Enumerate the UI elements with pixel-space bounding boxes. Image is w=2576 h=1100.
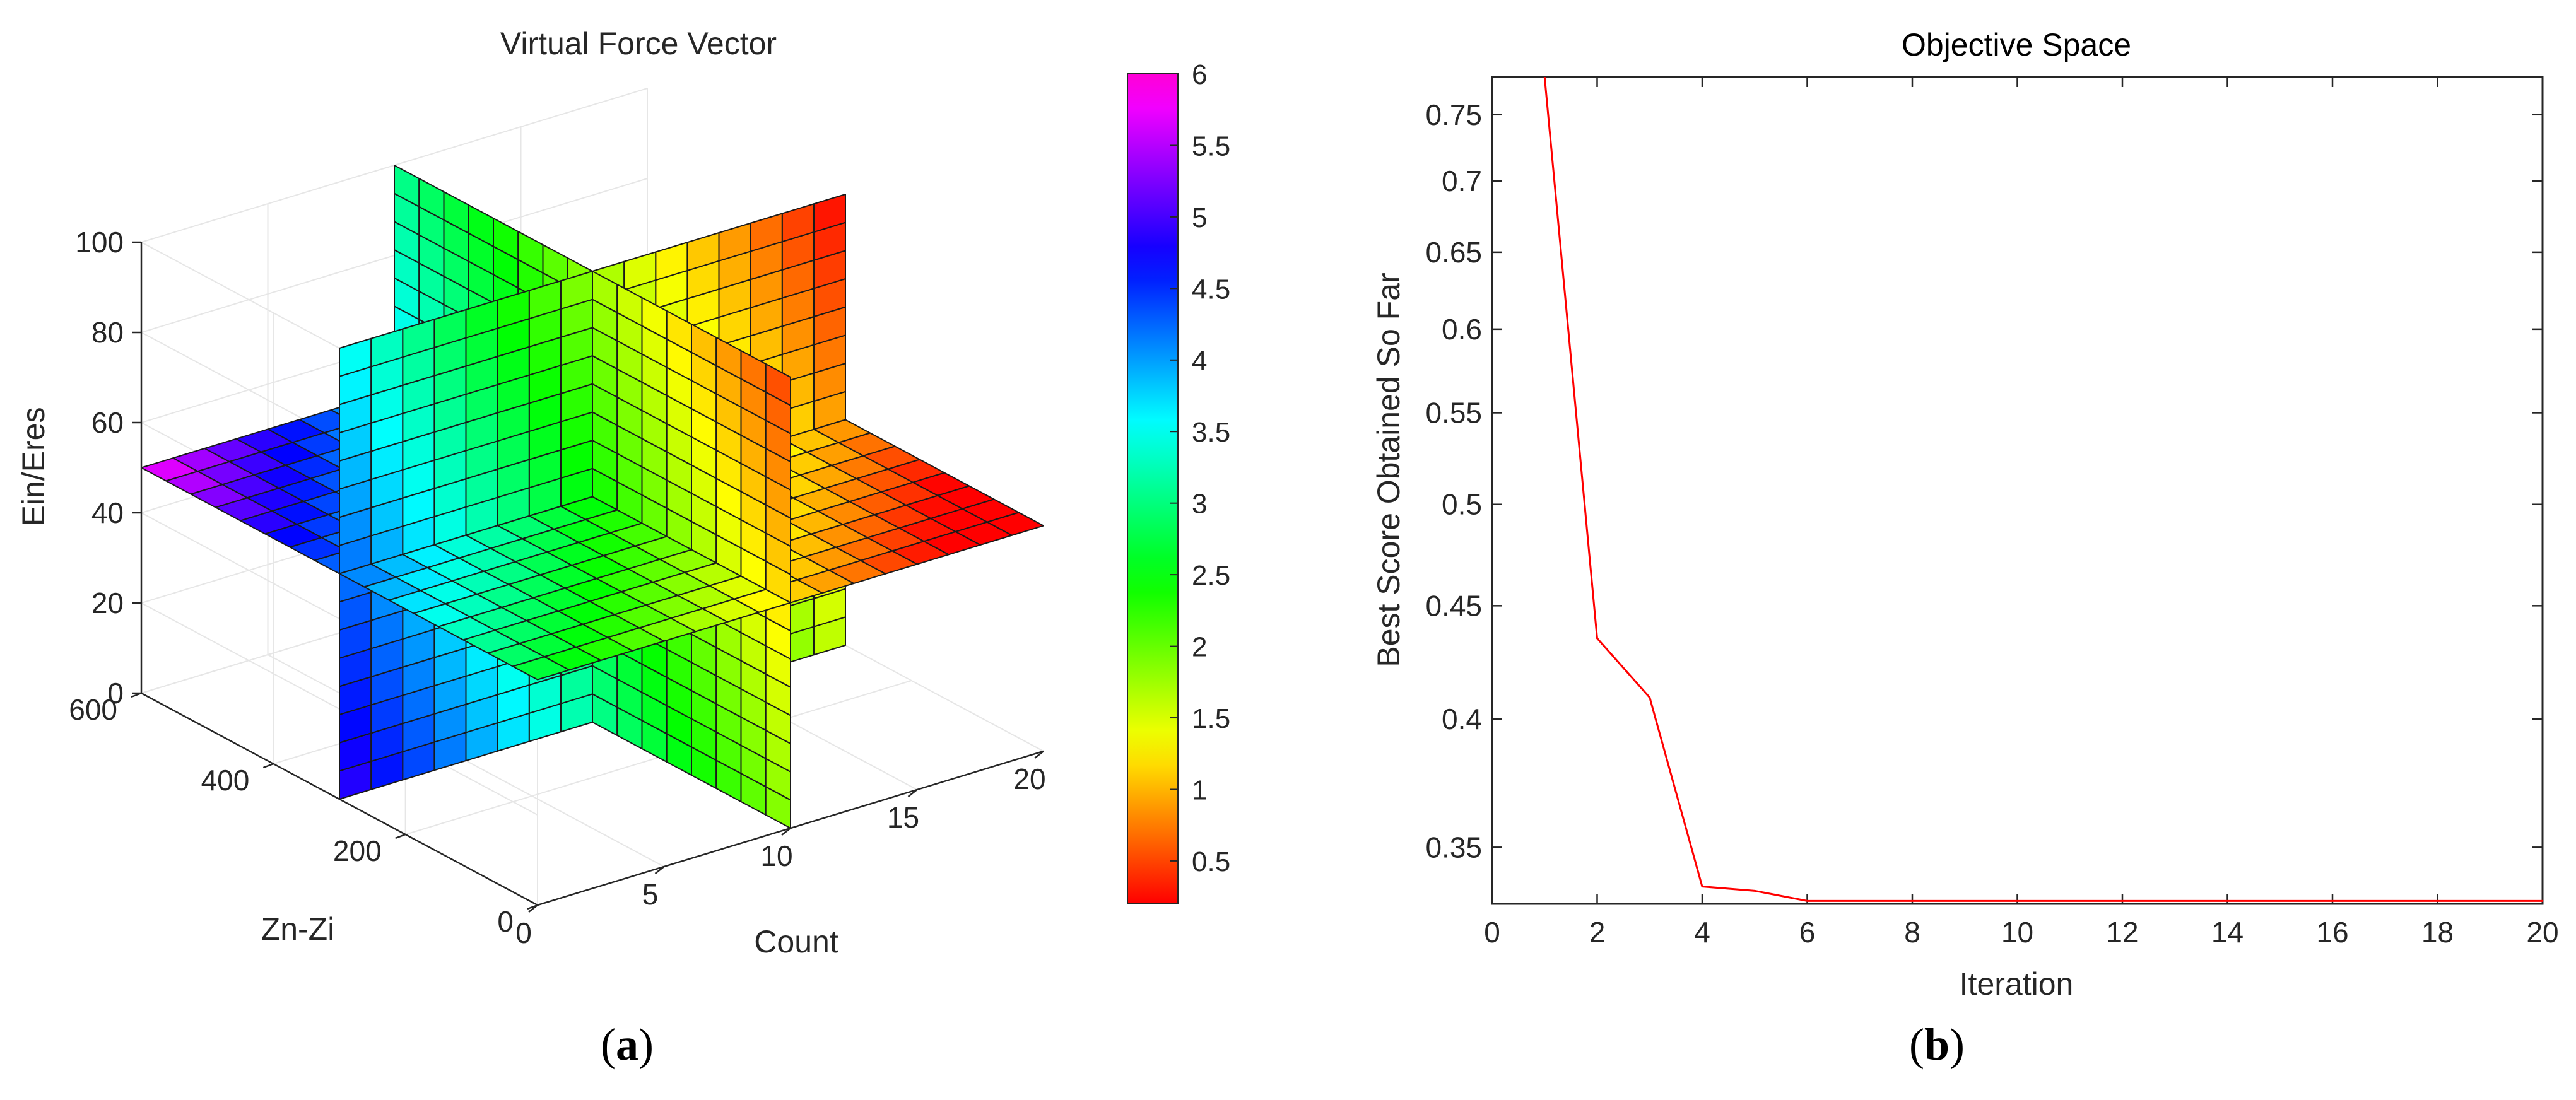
x-axis-label-b: Iteration — [1960, 966, 2074, 1002]
x-tick-label: 20 — [1013, 763, 1045, 795]
colorbar-tick-label: 3 — [1192, 489, 1207, 520]
plot-frame — [1491, 76, 2544, 905]
caption-b: (b) — [1909, 1019, 1965, 1070]
x-tick-label: 15 — [887, 801, 919, 834]
z-tick-label: 80 — [91, 316, 124, 349]
colorbar-tick-label: 4.5 — [1192, 274, 1230, 305]
z-tick-label: 0 — [107, 677, 124, 710]
x-tick — [1034, 751, 1044, 759]
y-tick-label: 400 — [201, 764, 250, 797]
colorbar-tick-label: 2 — [1192, 632, 1207, 663]
y-tick-label: 0.75 — [1425, 98, 1482, 131]
plot-area-b: 0 2 4 6 8 10 12 14 16 18 20 0.35 0.4 0.45 0.5 0.55 0.6 0.… — [1425, 76, 2559, 949]
caption-letter-a: a — [615, 1019, 638, 1070]
colorbar-rect — [1127, 73, 1179, 904]
x-tick — [654, 866, 665, 874]
y-tick — [527, 904, 538, 910]
x-tick-label: 10 — [2001, 916, 2033, 949]
surface-cell — [512, 656, 570, 681]
surface-cell — [339, 337, 372, 377]
y-tick-label: 0.65 — [1425, 236, 1482, 269]
x-tick-label: 4 — [1694, 916, 1710, 949]
colorbar-tick-label: 5 — [1192, 202, 1207, 233]
colorbar-tick-label: 3.5 — [1192, 417, 1230, 448]
x-tick-label: 20 — [2526, 916, 2558, 949]
x-tick-label: 12 — [2106, 916, 2138, 949]
y-tick-label: 0.5 — [1442, 488, 1482, 521]
y-tick-label: 0.45 — [1425, 589, 1482, 622]
colorbar-tick-label: 2.5 — [1192, 560, 1230, 591]
chart-title-b: Objective Space — [1902, 27, 2131, 62]
x-tick — [781, 828, 791, 836]
colorbar-tick-label: 0.5 — [1192, 846, 1230, 877]
y-tick — [395, 833, 406, 840]
surface-cell — [765, 363, 791, 406]
x-tick-label: 0 — [515, 916, 532, 949]
y-axis-line — [141, 692, 538, 906]
y-tick-label: 200 — [333, 834, 382, 867]
x-tick-label: 6 — [1799, 916, 1816, 949]
y-tick-label: 0 — [497, 905, 514, 938]
x-tick-label: 2 — [1589, 916, 1606, 949]
colorbar-tick-label: 1 — [1192, 775, 1207, 805]
y-tick-label: 0.35 — [1425, 831, 1482, 863]
slice-surfaces — [141, 165, 1044, 829]
x-tick-label: 0 — [1484, 916, 1500, 949]
x-tick — [907, 789, 918, 797]
z-axis-label-a: Ein/Eres — [16, 407, 51, 527]
colorbar-tick-label: 6 — [1192, 59, 1207, 90]
z-tick-label: 100 — [75, 226, 124, 259]
chart-title-a: Virtual Force Vector — [500, 26, 777, 61]
x-tick-label: 5 — [642, 878, 659, 911]
y-tick-label: 0.4 — [1442, 703, 1482, 735]
series-line — [1543, 77, 2543, 902]
caption-letter-b: b — [1924, 1019, 1950, 1070]
caption-a: (a) — [601, 1019, 654, 1070]
y-axis-label-b: Best Score Obtained So Far — [1371, 272, 1406, 667]
x-tick-label: 16 — [2316, 916, 2348, 949]
x-tick-label: 18 — [2421, 916, 2454, 949]
x-tick-label: 14 — [2211, 916, 2244, 949]
y-tick-label: 0.55 — [1425, 396, 1482, 429]
y-tick — [262, 763, 274, 769]
y-tick-label: 600 — [69, 693, 117, 726]
colorbar-tick-label: 4 — [1192, 346, 1207, 377]
colorbar-tick-label: 5.5 — [1192, 131, 1230, 161]
x-tick-label: 10 — [760, 840, 792, 872]
x-tick-label: 8 — [1904, 916, 1920, 949]
z-tick-label: 40 — [91, 496, 124, 529]
x-axis-label-a: Count — [754, 924, 838, 959]
y-axis-label-a: Zn-Zi — [261, 911, 335, 947]
colorbar-tick-label: 1.5 — [1192, 703, 1230, 734]
y-tick-label: 0.7 — [1442, 165, 1482, 197]
z-tick-label: 60 — [91, 406, 124, 439]
y-tick-label: 0.6 — [1442, 313, 1482, 346]
panel-b-line-chart: 0 2 4 6 8 10 12 14 16 18 20 0.35 0.4 0.45 0.5 0.55 0.6 0.… — [1371, 27, 2559, 1002]
z-tick-label: 20 — [91, 587, 124, 619]
colorbar: 0.5 1 1.5 2 2.5 3 3.5 4 4.5 5 5.5 6 — [1127, 59, 1230, 904]
